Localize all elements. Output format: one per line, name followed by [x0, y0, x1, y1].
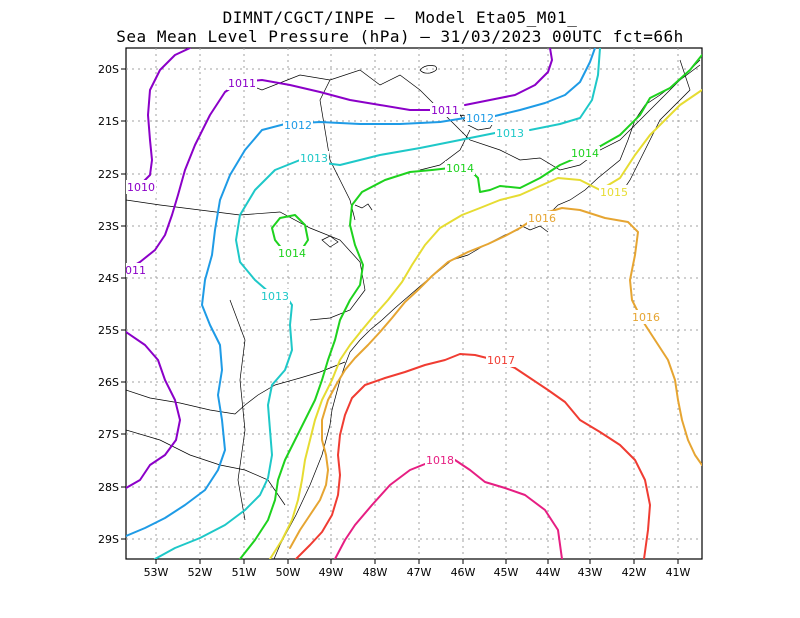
map-title-line-1: DIMNT/CGCT/INPE – Model Eta05_M01_ [222, 8, 578, 27]
lon-tick-label: 46W [451, 566, 476, 579]
isobar-label-1015: 1015 [600, 186, 628, 199]
lat-tick-label: 23S [98, 220, 119, 233]
country-border [229, 299, 246, 521]
isobar-label-bg [277, 246, 307, 260]
isobar-label-bg [430, 103, 460, 117]
isobar-label-1011: 1011 [118, 264, 146, 277]
isobar-label-1013: 1013 [496, 127, 524, 140]
plot-frame [125, 47, 703, 560]
isobar-label-1017: 1017 [487, 354, 515, 367]
isobar-label-1013: 1013 [300, 152, 328, 165]
axis-ticks: 20S 21S 22S 23S 24S 25S 26S 27S 28S 29S 53W 52W 51W 5… [98, 63, 691, 579]
isobar-label-1012: 1012 [466, 112, 494, 125]
isobar-label-1014: 1014 [446, 162, 474, 175]
lat-tick-label: 29S [98, 533, 119, 546]
lon-tick-label: 42W [622, 566, 647, 579]
lat-tick-label: 27S [98, 428, 119, 441]
lon-tick-label: 49W [319, 566, 344, 579]
isobar-label-bg [283, 118, 313, 132]
lat-tick-label: 26S [98, 376, 119, 389]
bay [519, 224, 549, 233]
isobar-label-bg [631, 310, 661, 324]
isobar-label-bg [126, 263, 147, 277]
lake [321, 235, 339, 248]
isobar-label-1014: 1014 [278, 247, 306, 260]
lon-tick-label: 48W [363, 566, 388, 579]
isobar-label-bg [486, 353, 516, 367]
lat-tick-label: 22S [98, 168, 119, 181]
isobar-1015 [269, 89, 702, 559]
isobar-1012 [126, 117, 466, 537]
isobar-label-1011: 1011 [431, 104, 459, 117]
lon-tick-label: 45W [494, 566, 519, 579]
isobar-label-bg [260, 289, 290, 303]
lon-tick-label: 50W [276, 566, 301, 579]
isobar-label-bg [465, 111, 495, 125]
isobar-1012 [494, 48, 596, 117]
state-border [235, 64, 701, 171]
isobar-label-bg [570, 146, 600, 160]
lon-tick-label: 53W [144, 566, 169, 579]
isobar-1017 [295, 353, 651, 559]
isobar-label-1018: 1018 [426, 454, 454, 467]
lon-tick-label: 44W [536, 566, 561, 579]
isobar-label-bg [425, 453, 455, 467]
state-border [126, 199, 366, 321]
lon-tick-label: 47W [407, 566, 432, 579]
lat-tick-label: 28S [98, 481, 119, 494]
isobar-label-1010: 1010 [127, 181, 155, 194]
isobar-label-1012: 1012 [284, 119, 312, 132]
isobar-label-1014: 1014 [571, 147, 599, 160]
lat-tick-label: 21S [98, 115, 119, 128]
isobar-label-bg [527, 211, 557, 225]
lon-tick-label: 43W [578, 566, 603, 579]
state-border [619, 59, 691, 196]
isobar-label-bg [445, 161, 475, 175]
isobar-1016 [289, 207, 702, 549]
isobar-label-bg [126, 180, 156, 194]
isobar-label-1013: 1013 [261, 290, 289, 303]
isobar-label-1011: 1011 [228, 77, 256, 90]
isobar-label-bg [227, 76, 257, 90]
isobar-label-bg [599, 185, 629, 199]
lon-tick-label: 52W [188, 566, 213, 579]
isobar-1011 [126, 79, 431, 271]
lat-tick-label: 24S [98, 272, 119, 285]
lon-tick-label: 51W [232, 566, 257, 579]
state-border [319, 79, 356, 221]
isobar-label-bg [495, 126, 525, 140]
state-border [126, 361, 346, 415]
isobar-label-bg [299, 151, 329, 165]
lake [419, 65, 437, 74]
lon-tick-label: 41W [666, 566, 691, 579]
isobar-label-1016: 1016 [632, 311, 660, 324]
isobar-1013 [529, 48, 601, 131]
map-title-line-2: Sea Mean Level Pressure (hPa) – 31/03/20… [116, 27, 684, 46]
lat-tick-label: 25S [98, 324, 119, 337]
isobar-label-1016: 1016 [528, 212, 556, 225]
isobar-1011 [464, 48, 553, 106]
lat-tick-label: 20S [98, 63, 119, 76]
isobar-1011 [126, 331, 181, 489]
river [354, 203, 373, 211]
